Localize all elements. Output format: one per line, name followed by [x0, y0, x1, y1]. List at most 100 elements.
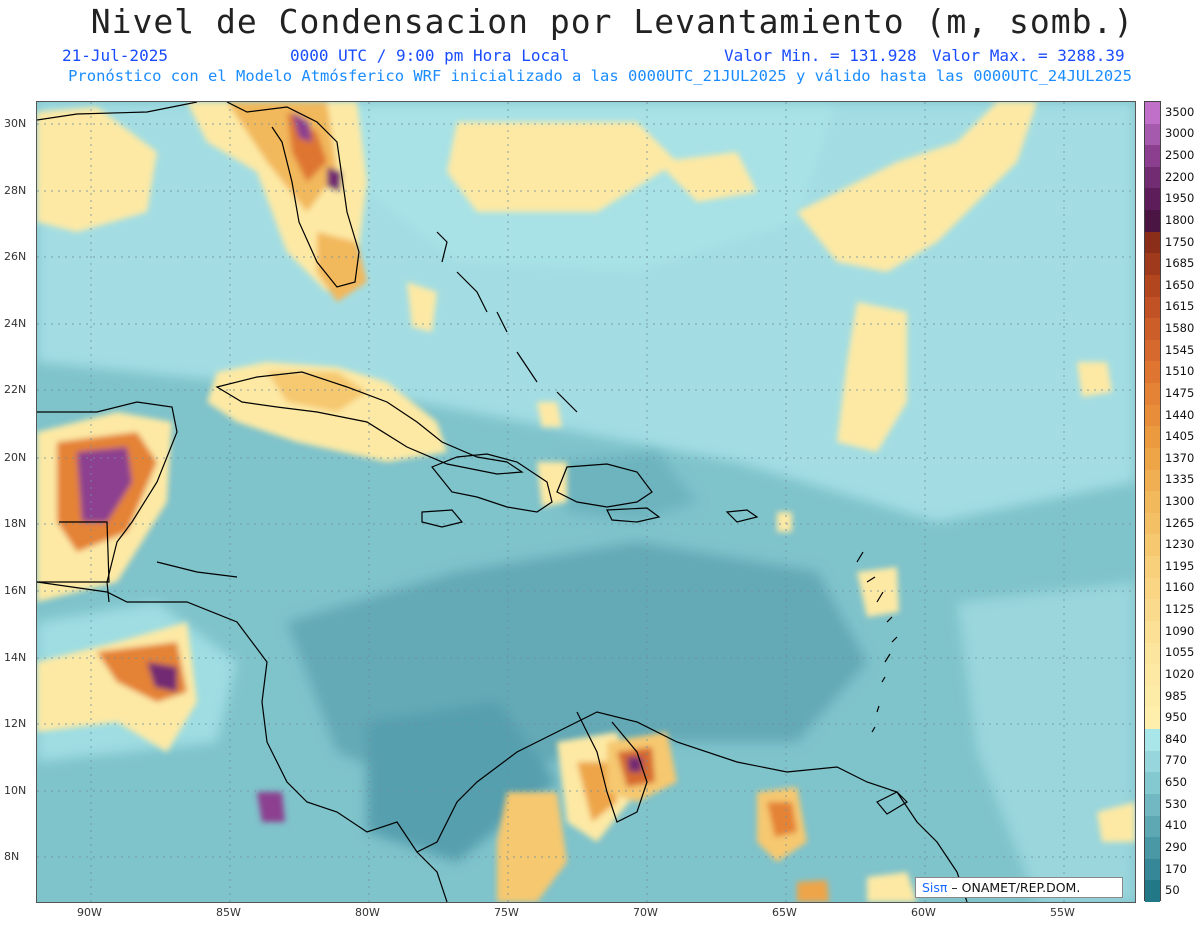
colorbar-segment [1145, 664, 1160, 687]
colorbar-segment [1145, 166, 1160, 189]
lon-label: 90W [77, 906, 102, 919]
colorbar-segment [1145, 772, 1160, 795]
colorbar-segment [1145, 556, 1160, 579]
credit-text: – ONAMET/REP.DOM. [947, 880, 1081, 895]
colorbar-label: 1160 [1165, 580, 1195, 595]
colorbar-segment [1145, 837, 1160, 860]
colorbar-label: 1440 [1165, 407, 1195, 422]
colorbar-segment [1145, 620, 1160, 644]
colorbar-segment [1145, 231, 1160, 254]
lon-label: 55W [1050, 906, 1075, 919]
colorbar-segment [1145, 318, 1160, 341]
colorbar-label: 1300 [1165, 494, 1195, 508]
colorbar-label: 3000 [1165, 126, 1195, 141]
lat-label: 22N [4, 383, 27, 396]
colorbar-segment [1145, 815, 1160, 838]
colorbar-segment [1145, 858, 1160, 881]
lon-label: 70W [633, 906, 658, 919]
colorbar-segment [1145, 469, 1160, 492]
colorbar-segment [1145, 642, 1160, 665]
colorbar-label: 985 [1165, 688, 1187, 703]
colorbar-segment [1145, 426, 1160, 449]
high-lcl-zones [37, 102, 1135, 902]
colorbar-segment [1145, 750, 1160, 773]
lat-label: 28N [4, 184, 27, 197]
colorbar-segment [1145, 880, 1160, 903]
model-description: Pronóstico con el Modelo Atmósferico WRF… [68, 67, 1132, 85]
colorbar-label: 1230 [1165, 537, 1195, 552]
colorbar-segment [1145, 729, 1160, 752]
colorbar-segment [1145, 361, 1160, 384]
colorbar-segment [1145, 491, 1160, 514]
lat-label: 8N [4, 850, 20, 863]
colorbar-segment [1145, 404, 1160, 427]
dark-field [287, 452, 867, 862]
min-value: Valor Min. = 131.928 [724, 46, 917, 65]
colorbar-label: 1335 [1165, 472, 1195, 487]
colorbar-label: 1615 [1165, 299, 1195, 314]
colorbar-label: 1020 [1165, 666, 1195, 681]
colorbar-label: 1545 [1165, 342, 1195, 357]
map-title: Nivel de Condensacion por Levantamiento … [90, 2, 1135, 41]
colorbar-segment [1145, 707, 1160, 730]
colorbar-segment [1145, 534, 1160, 557]
lon-label: 60W [911, 906, 936, 919]
max-value: Valor Max. = 3288.39 [932, 46, 1125, 65]
colorbar-label: 1370 [1165, 450, 1195, 465]
colorbar-segment [1145, 599, 1160, 622]
colorbar-label: 650 [1165, 775, 1187, 790]
colorbar-label: 2500 [1165, 148, 1195, 163]
lon-label: 75W [494, 906, 519, 919]
colorbar-label: 1685 [1165, 256, 1195, 271]
sispi-logo: Sisπ [922, 880, 948, 895]
colorbar-segment [1145, 145, 1160, 168]
colorbar-label: 1475 [1165, 385, 1195, 400]
colorbar-label: 1055 [1165, 645, 1195, 660]
colorbar-label: 1580 [1165, 321, 1195, 336]
colorbar-label: 840 [1165, 731, 1187, 746]
colorbar-label: 1405 [1165, 429, 1195, 444]
colorbar-label: 1650 [1165, 277, 1195, 292]
lat-label: 26N [4, 250, 27, 263]
colorbar-label: 170 [1165, 861, 1187, 876]
colorbar-label: 530 [1165, 796, 1187, 811]
forecast-date: 21-Jul-2025 [62, 46, 168, 65]
colorbar-label: 1510 [1165, 364, 1195, 379]
colorbar-label: 3500 [1165, 104, 1195, 119]
colorbar-segment [1145, 447, 1160, 471]
lon-label: 85W [216, 906, 241, 919]
colorbar-label: 1265 [1165, 515, 1195, 530]
lcl-map [37, 102, 1135, 902]
colorbar-segment [1145, 253, 1160, 276]
lat-label: 10N [4, 784, 27, 797]
colorbar-label: 1090 [1165, 623, 1195, 638]
map-panel [36, 101, 1136, 903]
colorbar-segment [1145, 577, 1160, 600]
colorbar-label: 950 [1165, 710, 1187, 725]
colorbar-segment [1145, 339, 1160, 362]
colorbar-label: 1950 [1165, 191, 1195, 206]
colorbar-label: 1195 [1165, 558, 1195, 573]
colorbar-label: 2200 [1165, 169, 1195, 184]
lat-label: 14N [4, 651, 27, 664]
forecast-time: 0000 UTC / 9:00 pm Hora Local [290, 46, 570, 65]
colorbar-label: 410 [1165, 818, 1187, 833]
credit-box: Sisπ – ONAMET/REP.DOM. [915, 877, 1123, 898]
lat-lon-grid [37, 102, 1135, 902]
lat-label: 20N [4, 451, 27, 464]
colorbar-segment [1145, 296, 1160, 319]
lat-label: 30N [4, 117, 27, 130]
colorbar-segment [1145, 685, 1160, 708]
colorbar-label: 1800 [1165, 212, 1195, 227]
lat-label: 12N [4, 717, 27, 730]
colorbar-label: 770 [1165, 753, 1187, 768]
colorbar-segment [1145, 274, 1160, 298]
colorbar-segment [1145, 102, 1160, 125]
colorbar-segment [1145, 188, 1160, 211]
colorbar-label: 1125 [1165, 602, 1195, 617]
coastlines [37, 102, 968, 902]
lat-label: 16N [4, 584, 27, 597]
lat-label: 18N [4, 517, 27, 530]
colorbar-segment [1145, 512, 1160, 535]
lon-label: 80W [355, 906, 380, 919]
